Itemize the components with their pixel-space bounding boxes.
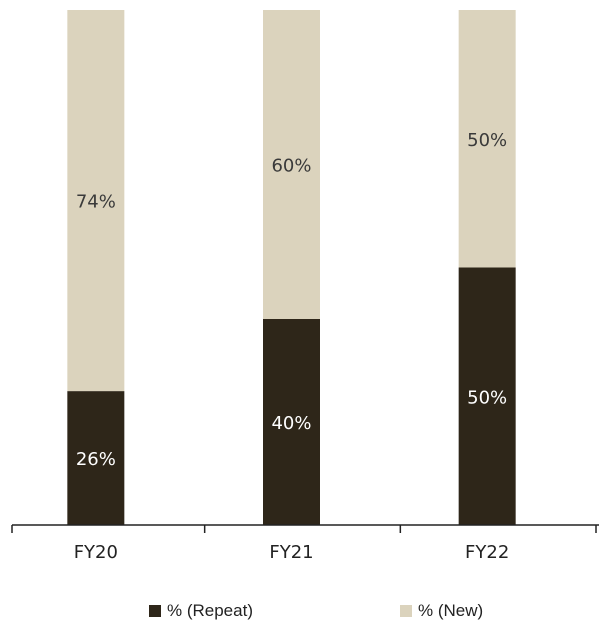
bar-fy20-repeat: [67, 391, 125, 525]
legend: % (Repeat) % (New): [0, 601, 599, 625]
bar-fy21-repeat: [263, 319, 320, 525]
data-labels-layer: 26% 74% 40% 60% 50% 50%: [76, 130, 507, 470]
bar-fy21-new: [263, 10, 320, 319]
legend-swatch-new: [400, 605, 412, 617]
stacked-bar-chart: 26% 74% 40% 60% 50% 50% FY20 FY21 FY22: [11, 10, 599, 563]
legend-label-repeat: % (Repeat): [167, 601, 253, 620]
bar-fy22-repeat: [458, 267, 516, 525]
x-tick-label-fy22: FY22: [465, 542, 509, 563]
legend-item-repeat: % (Repeat): [149, 601, 253, 621]
x-tick-label-fy21: FY21: [269, 542, 313, 563]
x-axis-ticks: FY20 FY21 FY22: [11, 525, 597, 563]
legend-item-new: % (New): [400, 601, 483, 621]
data-label-fy20-new: 74%: [76, 192, 116, 213]
data-label-fy21-new: 60%: [271, 156, 311, 177]
data-label-fy22-new: 50%: [467, 130, 507, 151]
data-label-fy21-repeat: 40%: [271, 413, 311, 434]
bar-fy22-new: [458, 10, 516, 268]
legend-label-new: % (New): [418, 601, 484, 620]
data-label-fy20-repeat: 26%: [76, 449, 116, 470]
x-tick-label-fy20: FY20: [74, 542, 118, 563]
bars-layer: [67, 10, 516, 525]
data-label-fy22-repeat: 50%: [467, 387, 507, 408]
legend-swatch-repeat: [149, 605, 161, 617]
bar-fy20-new: [67, 10, 125, 392]
